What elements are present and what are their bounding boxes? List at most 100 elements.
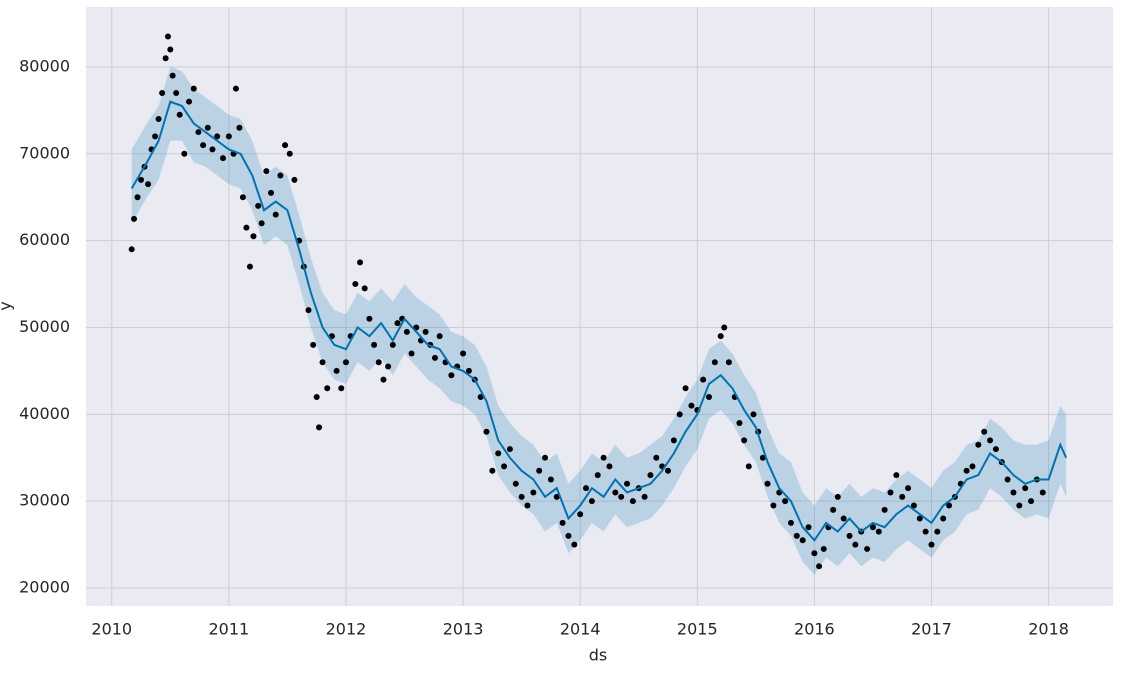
observed-point [385,363,392,370]
observed-point [846,532,853,539]
observed-point [366,315,373,322]
observed-point [195,129,202,136]
observed-point [389,341,396,348]
observed-point [981,428,988,435]
observed-point [371,341,378,348]
observed-point [277,172,284,179]
observed-point [606,463,613,470]
observed-point [830,506,837,513]
observed-point [820,545,827,552]
observed-point [431,354,438,361]
observed-point [152,133,159,140]
x-tick-label: 2010 [91,620,132,639]
observed-point [173,89,180,96]
x-axis-label: ds [589,646,608,665]
observed-point [361,285,368,292]
x-tick-label: 2011 [209,620,250,639]
observed-point [357,259,364,266]
observed-point [352,281,359,288]
observed-point [741,437,748,444]
y-tick-label: 40000 [19,404,70,423]
observed-point [155,116,162,123]
observed-point [250,233,257,240]
observed-point [881,506,888,513]
observed-point [840,515,847,522]
observed-point [811,550,818,557]
observed-point [380,376,387,383]
observed-point [342,359,349,366]
observed-point [134,194,141,201]
observed-point [186,98,193,105]
observed-point [946,502,953,509]
observed-point [759,454,766,461]
observed-point [243,224,250,231]
observed-point [263,168,270,175]
observed-point [518,493,525,500]
observed-point [992,446,999,453]
observed-point [305,307,312,314]
observed-point [629,498,636,505]
observed-point [131,215,138,222]
observed-point [506,446,513,453]
observed-point [268,189,275,196]
observed-point [313,393,320,400]
observed-point [159,89,166,96]
observed-point [676,411,683,418]
y-axis-label: y [0,301,15,310]
observed-point [375,359,382,366]
observed-point [236,124,243,131]
x-tick-label: 2016 [794,620,835,639]
observed-point [536,467,543,474]
observed-point [764,480,771,487]
observed-point [725,359,732,366]
observed-point [653,454,660,461]
observed-point [169,72,176,79]
observed-point [577,511,584,518]
observed-point [963,467,970,474]
observed-point [688,402,695,409]
forecast-line [130,100,1068,542]
observed-point [338,385,345,392]
observed-point [600,454,607,461]
observed-point [916,515,923,522]
observed-point [934,528,941,535]
observed-point [324,385,331,392]
observed-point [164,33,171,40]
observed-point [542,454,549,461]
observed-point [162,55,169,62]
observed-point [512,480,519,487]
observed-point [181,150,188,157]
observed-point [232,85,239,92]
x-tick-label: 2013 [443,620,484,639]
observed-point [717,333,724,340]
observed-point [1028,498,1035,505]
x-tick-label: 2017 [911,620,952,639]
y-tick-label: 30000 [19,491,70,510]
observed-point [1016,502,1023,509]
observed-point [1039,489,1046,496]
x-tick-label: 2015 [677,620,718,639]
observed-point [204,124,211,131]
observed-point [869,524,876,531]
y-tick-label: 70000 [19,143,70,162]
observed-point [618,493,625,500]
observed-point [647,472,654,479]
observed-point [711,359,718,366]
observed-point [641,493,648,500]
observed-point [477,393,484,400]
observed-point [239,194,246,201]
observed-point [319,359,326,366]
observed-point [624,480,631,487]
observed-point [403,328,410,335]
observed-point [787,519,794,526]
observed-point [571,541,578,548]
observed-point [524,502,531,509]
observed-point [460,350,467,357]
observed-point [770,502,777,509]
observed-point [246,263,253,270]
observed-point [1004,476,1011,483]
observed-point [291,176,298,183]
observed-point [316,424,323,431]
observed-point [1022,485,1029,492]
observed-point [975,441,982,448]
